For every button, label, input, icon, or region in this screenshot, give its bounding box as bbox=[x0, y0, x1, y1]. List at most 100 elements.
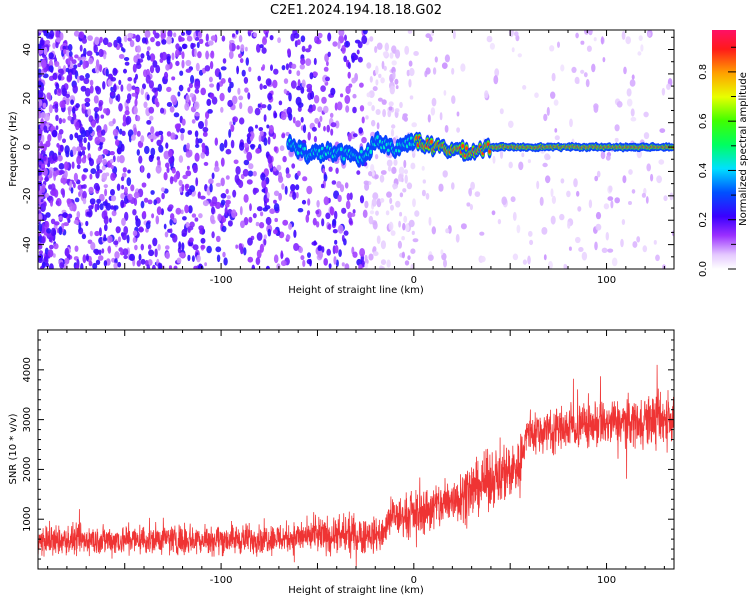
noise-blob bbox=[528, 230, 533, 237]
noise-blob bbox=[220, 66, 227, 71]
noise-blob bbox=[358, 127, 364, 134]
noise-blob bbox=[347, 132, 352, 142]
noise-blob bbox=[389, 52, 394, 59]
noise-blob bbox=[398, 173, 403, 182]
noise-blob bbox=[614, 197, 620, 204]
noise-blob bbox=[560, 178, 565, 184]
noise-blob bbox=[185, 151, 192, 158]
noise-blob bbox=[75, 264, 79, 269]
noise-blob bbox=[59, 144, 64, 152]
noise-blob bbox=[165, 245, 170, 250]
noise-blob bbox=[149, 115, 154, 121]
noise-blob bbox=[347, 71, 351, 79]
noise-blob bbox=[197, 31, 203, 39]
noise-blob bbox=[312, 71, 318, 77]
noise-blob bbox=[142, 83, 146, 90]
noise-blob bbox=[410, 162, 416, 170]
noise-blob bbox=[501, 196, 508, 205]
noise-blob bbox=[67, 44, 73, 52]
noise-blob bbox=[205, 50, 210, 60]
noise-blob bbox=[166, 55, 171, 65]
noise-blob bbox=[117, 261, 122, 268]
noise-blob bbox=[157, 244, 161, 251]
noise-blob bbox=[41, 134, 45, 143]
noise-blob bbox=[611, 257, 618, 267]
noise-blob bbox=[71, 59, 77, 65]
noise-blob bbox=[636, 236, 641, 243]
noise-blob bbox=[185, 94, 190, 103]
noise-blob bbox=[101, 165, 106, 171]
noise-blob bbox=[399, 211, 403, 217]
noise-blob bbox=[121, 217, 126, 226]
noise-blob bbox=[230, 139, 235, 149]
noise-blob bbox=[191, 119, 196, 124]
noise-blob bbox=[209, 183, 213, 193]
noise-blob bbox=[663, 195, 668, 202]
noise-blob bbox=[281, 65, 286, 71]
noise-blob bbox=[626, 98, 633, 107]
noise-blob bbox=[208, 76, 213, 83]
noise-blob bbox=[259, 44, 264, 49]
noise-blob bbox=[372, 171, 375, 177]
noise-blob bbox=[559, 213, 565, 221]
noise-blob bbox=[571, 66, 577, 73]
noise-blob bbox=[299, 64, 305, 70]
noise-blob bbox=[118, 103, 123, 112]
noise-blob bbox=[621, 219, 626, 225]
noise-blob bbox=[136, 45, 142, 53]
noise-blob bbox=[316, 200, 320, 208]
noise-blob bbox=[155, 65, 161, 74]
noise-blob bbox=[412, 198, 416, 208]
noise-blob bbox=[231, 95, 238, 105]
x-tick-label: 100 bbox=[597, 575, 616, 586]
noise-blob bbox=[607, 196, 614, 201]
noise-blob bbox=[58, 129, 64, 135]
noise-blob bbox=[388, 106, 393, 111]
noise-blob bbox=[515, 34, 520, 42]
noise-blob bbox=[146, 264, 151, 269]
noise-blob bbox=[314, 117, 320, 124]
noise-blob bbox=[341, 44, 346, 55]
noise-blob bbox=[265, 216, 272, 226]
noise-blob bbox=[583, 72, 588, 78]
noise-blob bbox=[118, 79, 122, 86]
noise-blob bbox=[215, 235, 221, 243]
noise-blob bbox=[221, 35, 226, 42]
noise-blob bbox=[95, 119, 99, 124]
noise-blob bbox=[548, 261, 553, 269]
noise-blob bbox=[283, 88, 288, 95]
colorbar-label: Normalized spectral amplitude bbox=[738, 72, 749, 226]
noise-blob bbox=[49, 263, 54, 269]
noise-blob bbox=[158, 144, 164, 153]
noise-blob bbox=[135, 218, 141, 228]
noise-blob bbox=[55, 82, 60, 90]
noise-blob bbox=[518, 161, 524, 171]
noise-blob bbox=[65, 97, 70, 106]
noise-blob bbox=[307, 107, 314, 113]
noise-blob bbox=[146, 46, 151, 51]
noise-blob bbox=[203, 161, 209, 166]
noise-blob bbox=[232, 33, 235, 38]
noise-blob bbox=[404, 174, 408, 184]
noise-blob bbox=[653, 240, 657, 245]
noise-blob bbox=[156, 139, 162, 146]
noise-blob bbox=[451, 67, 455, 75]
noise-blob bbox=[42, 143, 47, 152]
noise-blob bbox=[345, 40, 349, 47]
noise-blob bbox=[101, 248, 105, 254]
noise-blob bbox=[603, 203, 610, 210]
noise-blob bbox=[149, 53, 156, 62]
colorbar-tick-label: 0.6 bbox=[698, 113, 709, 129]
noise-blob bbox=[235, 166, 241, 175]
noise-blob bbox=[220, 199, 226, 206]
noise-blob bbox=[197, 51, 202, 59]
noise-blob bbox=[347, 211, 353, 219]
noise-blob bbox=[225, 148, 232, 155]
noise-blob bbox=[165, 142, 169, 149]
noise-blob bbox=[376, 122, 380, 130]
signal-core bbox=[303, 147, 307, 151]
noise-blob bbox=[404, 169, 408, 175]
noise-blob bbox=[440, 249, 444, 256]
noise-blob bbox=[352, 209, 356, 214]
noise-blob bbox=[238, 179, 244, 189]
